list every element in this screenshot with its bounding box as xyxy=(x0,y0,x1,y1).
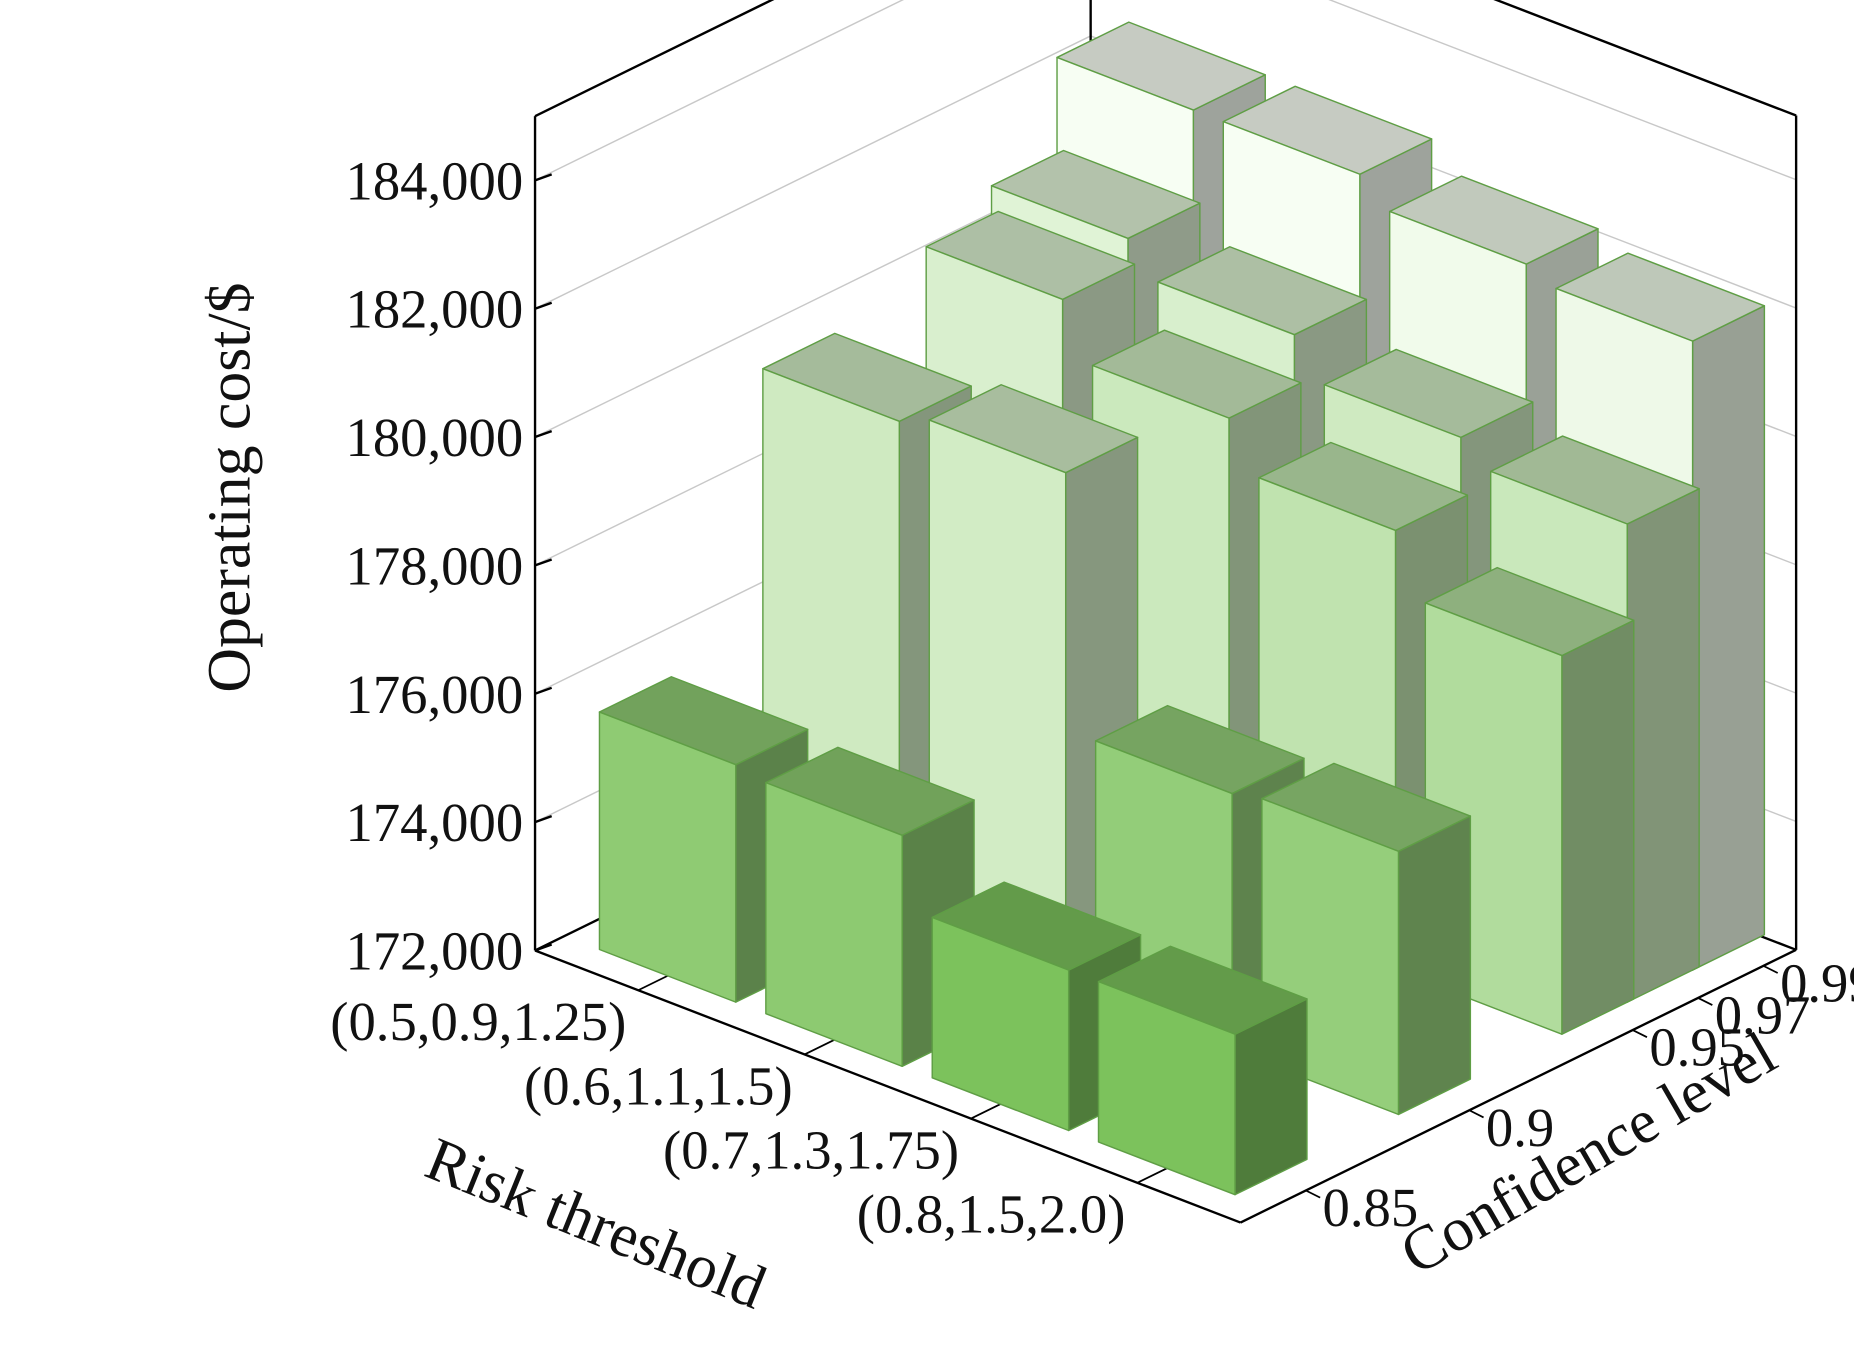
y-tick xyxy=(1697,997,1713,1006)
y-tick xyxy=(1468,1109,1484,1119)
z-tick xyxy=(534,686,553,695)
bar-front xyxy=(765,781,903,1068)
z-tick xyxy=(534,429,553,439)
y-tick-label: 0.85 xyxy=(1323,1177,1419,1238)
bars xyxy=(598,21,1766,1196)
bar-side xyxy=(1397,815,1472,1116)
y-tick-label: 0.99 xyxy=(1780,953,1854,1014)
y-tick-label: 0.9 xyxy=(1486,1097,1554,1158)
axis-line xyxy=(534,949,1241,1224)
bar xyxy=(1424,566,1635,1035)
axis-line xyxy=(1493,0,1797,117)
bar-side xyxy=(1691,305,1766,971)
z-tick xyxy=(534,815,553,824)
grid-line xyxy=(1328,0,1797,181)
z-tick-label: 174,000 xyxy=(346,792,524,853)
bar-front xyxy=(1097,980,1236,1196)
z-tick-label: 176,000 xyxy=(346,664,524,725)
z-tick xyxy=(534,173,553,182)
y-tick-label: 0.97 xyxy=(1715,985,1811,1046)
z-tick-label: 178,000 xyxy=(346,535,524,596)
axis-line xyxy=(1239,948,1797,1224)
bar xyxy=(1097,945,1308,1196)
z-tick-label: 184,000 xyxy=(346,150,524,211)
z-axis-title: Operating cost/$ xyxy=(196,282,264,692)
z-tick-label: 180,000 xyxy=(346,407,524,468)
y-tick xyxy=(1305,1189,1321,1199)
bar-front xyxy=(598,711,737,1003)
bar-side xyxy=(1561,619,1635,1035)
axis-line xyxy=(534,0,775,118)
bar-front xyxy=(931,916,1070,1132)
y-tick xyxy=(1632,1029,1648,1038)
z-tick-label: 182,000 xyxy=(346,279,524,340)
y-tick xyxy=(1763,965,1779,974)
bar-side xyxy=(1626,488,1700,1003)
z-tick xyxy=(534,301,553,310)
z-tick-label: 172,000 xyxy=(346,920,524,981)
x-tick-label: (0.5,0.9,1.25) xyxy=(330,991,626,1052)
y-tick-label: 0.95 xyxy=(1649,1017,1745,1078)
x-tick-label: (0.7,1.3,1.75) xyxy=(663,1120,959,1181)
grid-line xyxy=(534,35,1091,310)
x-tick-label: (0.8,1.5,2.0) xyxy=(857,1184,1126,1245)
bar xyxy=(1261,762,1472,1116)
z-tick xyxy=(534,558,553,567)
grid-line xyxy=(534,0,905,181)
x-tick-label: (0.6,1.1,1.5) xyxy=(524,1055,793,1116)
